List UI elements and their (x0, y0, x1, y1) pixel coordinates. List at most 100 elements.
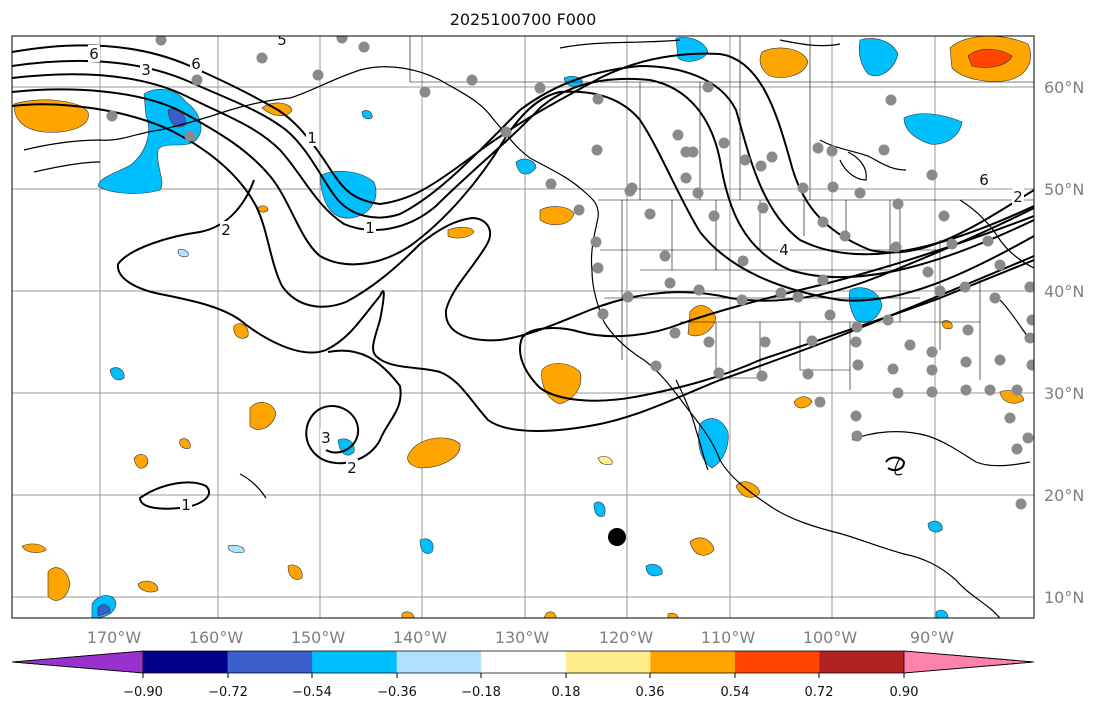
colorbar-tick-labels: −0.90 −0.72 −0.54 −0.36 −0.18 0.18 0.36 0.54 0.7… (123, 673, 918, 700)
fill-blue-blob (858, 38, 899, 76)
station-dot (817, 216, 829, 228)
station-dot (358, 41, 370, 53)
station-dot (989, 292, 1001, 304)
lon-tick-label: 100°W (803, 628, 858, 647)
lat-tick-label: 50°N (1044, 180, 1084, 199)
station-dot (1026, 359, 1034, 371)
station-dot (994, 354, 1006, 366)
station-dot (938, 210, 950, 222)
lon-tick-label: 170°W (87, 628, 142, 647)
station-dot (755, 160, 767, 172)
station-dot (669, 327, 681, 339)
contour-label-bg (778, 241, 790, 258)
map-frame (11, 35, 1035, 619)
fill-lightblue-blob (227, 544, 245, 554)
station-dot (984, 384, 996, 396)
station-dot (922, 266, 934, 278)
contour-label-bg (364, 219, 376, 236)
station-dot (775, 287, 787, 299)
station-dot (592, 262, 604, 274)
station-dot (597, 308, 609, 320)
fill-red-blob (967, 48, 1013, 68)
lon-tick-label: 150°W (291, 628, 346, 647)
station-dot (994, 259, 1006, 271)
station-dot (959, 281, 971, 293)
fill-orange-blob (21, 543, 47, 553)
lon-tick-label: 120°W (599, 628, 654, 647)
station-dot (500, 126, 512, 138)
lon-tick-label: 90°W (910, 628, 954, 647)
station-dot (962, 324, 974, 336)
station-dot (759, 336, 771, 348)
station-dot (702, 81, 714, 93)
fill-orange-blob (133, 454, 149, 469)
colorbar-segment (819, 651, 905, 673)
fill-orange-blob (667, 612, 679, 618)
station-dot (882, 314, 894, 326)
lat-tick-label: 30°N (1044, 384, 1084, 403)
station-dot (812, 142, 824, 154)
station-dot (960, 384, 972, 396)
station-dot (1024, 332, 1034, 344)
station-dot (534, 82, 546, 94)
contour-label: 5 (277, 31, 287, 49)
station-dot (982, 235, 994, 247)
station-dot (1011, 443, 1023, 455)
lon-tick-label: 160°W (189, 628, 244, 647)
contour-label-bg (190, 55, 202, 72)
station-dot (672, 129, 684, 141)
station-dot (708, 210, 720, 222)
station-dot (926, 364, 938, 376)
fill-orange-blob (407, 437, 461, 469)
contour-label: 3 (141, 61, 151, 79)
map-title: 2025100700 F000 (449, 10, 597, 29)
lon-tick-label: 110°W (701, 628, 756, 647)
station-dot (184, 130, 196, 142)
station-dot (1011, 384, 1023, 396)
fill-orange-blob (233, 323, 249, 339)
colorbar-segment (650, 651, 736, 673)
station-dot (312, 69, 324, 81)
contour-label-bg (276, 36, 288, 48)
fill-orange-blob (687, 305, 717, 337)
colorbar-segment (312, 651, 398, 673)
station-dot (191, 74, 203, 86)
station-dot (827, 181, 839, 193)
station-dot (892, 198, 904, 210)
lon-tick-label: 130°W (495, 628, 550, 647)
station-dot (817, 274, 829, 286)
station-dot (852, 359, 864, 371)
colorbar-extend-left (11, 650, 144, 674)
contour-label: 6 (979, 171, 989, 189)
contour-label-bg (306, 129, 318, 146)
station-dot (336, 36, 348, 44)
station-dot (890, 241, 902, 253)
contour-label-bg (320, 429, 332, 446)
contour-label-bg (1012, 188, 1024, 205)
fill-blue-blob (903, 113, 963, 145)
lon-tick-label: 140°W (393, 628, 448, 647)
station-dot (854, 187, 866, 199)
station-dot (155, 36, 167, 46)
station-dot (592, 93, 604, 105)
station-dot (573, 204, 585, 216)
fill-orange-blob (793, 396, 813, 409)
station-dot (926, 169, 938, 181)
colorbar-tick-label: 0.36 (636, 685, 665, 700)
station-dot (680, 172, 692, 184)
colorbar-segment (227, 651, 313, 673)
contour-label: 6 (191, 55, 201, 73)
station-dot (926, 346, 938, 358)
contour-label: 6 (89, 45, 99, 63)
height-contours (12, 44, 1034, 510)
political-borders (409, 36, 1034, 390)
station-dot (466, 74, 478, 86)
contour-label-bg (88, 45, 100, 62)
station-dot (904, 339, 916, 351)
colorbar-segment (734, 651, 820, 673)
contour-label-bg (978, 171, 990, 188)
fill-blue-blob (361, 110, 373, 120)
contour-label: 1 (181, 496, 191, 514)
colorbar-segment (396, 651, 482, 673)
